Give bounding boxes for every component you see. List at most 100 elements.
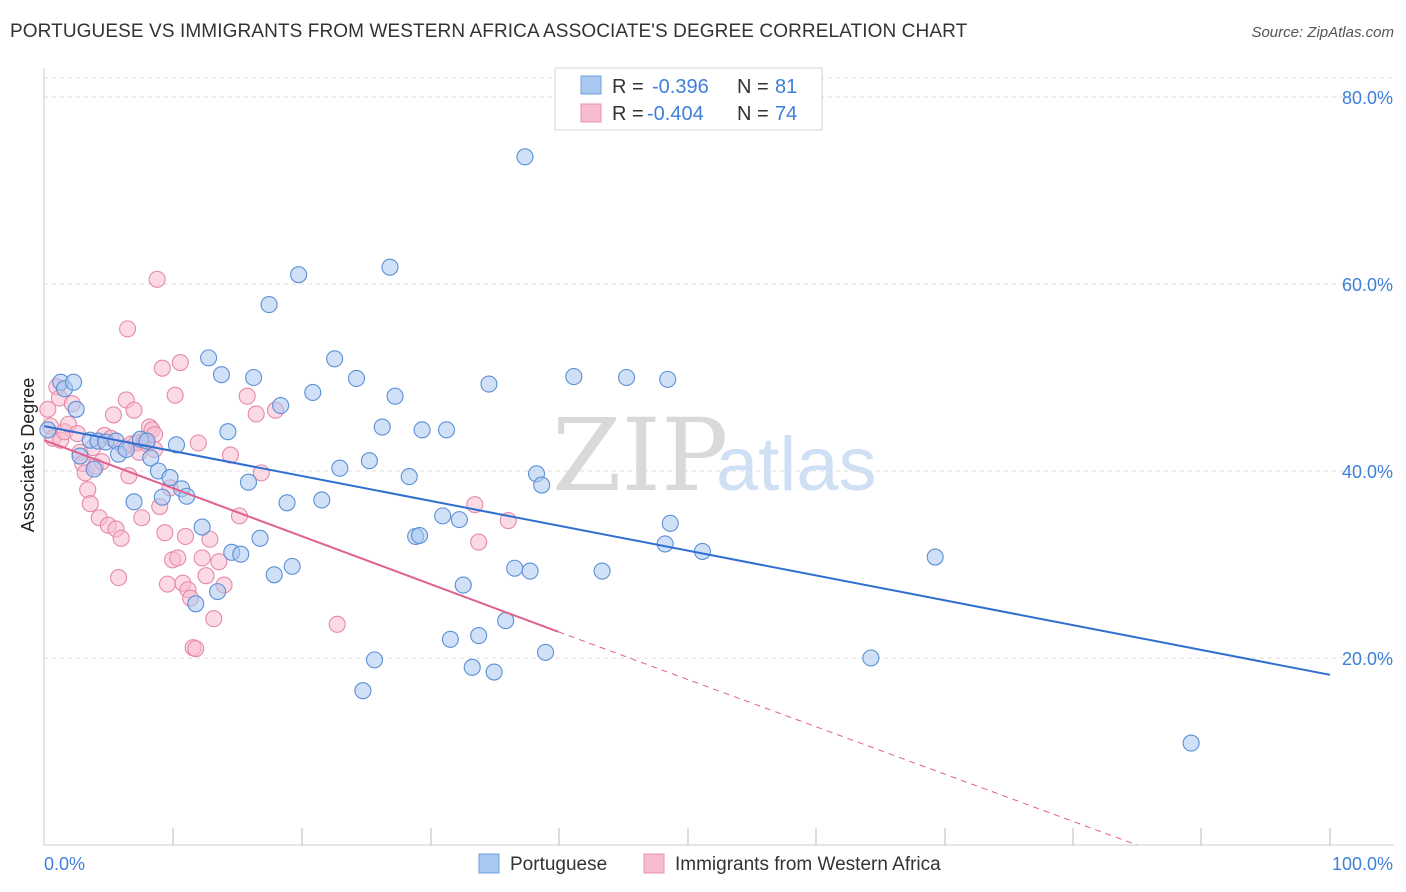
- point-portuguese: [232, 545, 250, 563]
- point-portuguese: [862, 649, 880, 667]
- point-portuguese: [354, 682, 372, 700]
- point-portuguese: [926, 548, 944, 566]
- trendline-portuguese: [43, 425, 1331, 676]
- y-tick-label: 80.0%: [1342, 88, 1393, 108]
- legend-n-label-1: N =: [737, 76, 769, 98]
- grid-layer: [44, 77, 1394, 659]
- point-western-africa: [205, 610, 223, 628]
- point-portuguese: [400, 468, 418, 486]
- legend-r-label-2: R =: [612, 103, 644, 125]
- legend-n-value-1: 81: [775, 76, 797, 98]
- point-portuguese: [656, 535, 674, 553]
- watermark-zip: ZIP: [552, 397, 728, 514]
- bottom-legend: Portuguese Immigrants from Western Afric…: [478, 853, 941, 875]
- point-portuguese: [434, 507, 452, 525]
- point-portuguese: [413, 421, 431, 439]
- point-portuguese: [219, 423, 237, 441]
- point-portuguese: [381, 258, 399, 276]
- point-western-africa: [125, 401, 143, 419]
- point-western-africa: [169, 549, 187, 567]
- point-portuguese: [521, 562, 539, 580]
- axes-layer: 20.0% 40.0% 60.0% 80.0% 0.0% 100.0%: [43, 68, 1394, 874]
- legend-n-label-2: N =: [737, 103, 769, 125]
- trendline-western-africa: [43, 439, 559, 633]
- point-portuguese: [437, 421, 456, 439]
- trendline-western-africa-extension: [558, 631, 1138, 846]
- point-portuguese: [618, 368, 636, 387]
- point-portuguese: [565, 368, 583, 386]
- point-portuguese: [365, 651, 384, 669]
- bottom-legend-label-portuguese: Portuguese: [510, 854, 607, 875]
- point-portuguese: [65, 373, 83, 391]
- point-western-africa: [187, 640, 205, 658]
- y-tick-label: 40.0%: [1342, 462, 1393, 482]
- point-portuguese: [516, 148, 534, 166]
- point-portuguese: [260, 296, 278, 314]
- legend-swatch-portuguese: [580, 75, 602, 95]
- point-western-africa: [193, 549, 211, 567]
- point-portuguese: [659, 370, 677, 388]
- point-portuguese: [272, 396, 290, 415]
- trend-layer: [43, 425, 1331, 846]
- point-portuguese: [331, 459, 349, 477]
- point-portuguese: [193, 518, 211, 536]
- point-portuguese: [661, 514, 679, 532]
- x-tick-label-max: 100.0%: [1332, 854, 1393, 874]
- point-western-africa: [201, 530, 219, 548]
- point-portuguese: [533, 476, 551, 494]
- point-western-africa: [133, 509, 151, 527]
- bottom-legend-swatch-portuguese: [478, 853, 500, 874]
- chart-source: Source: ZipAtlas.com: [1251, 24, 1394, 41]
- legend-r-value-1: -0.396: [652, 76, 709, 98]
- point-portuguese: [410, 526, 429, 545]
- point-portuguese: [454, 576, 472, 594]
- point-portuguese: [85, 460, 103, 478]
- point-western-africa: [171, 353, 189, 372]
- point-portuguese: [506, 559, 524, 577]
- point-western-africa: [247, 405, 265, 423]
- point-portuguese: [39, 421, 57, 439]
- x-tick-label-min: 0.0%: [44, 854, 85, 874]
- legend-r-label-1: R =: [612, 76, 644, 98]
- point-western-africa: [210, 553, 228, 571]
- point-portuguese: [290, 266, 308, 284]
- point-portuguese: [386, 387, 404, 405]
- point-portuguese: [326, 350, 344, 368]
- watermark-atlas: atlas: [716, 422, 877, 507]
- point-portuguese: [347, 369, 366, 387]
- point-portuguese: [450, 511, 468, 529]
- point-western-africa: [148, 270, 166, 288]
- point-western-africa: [110, 569, 128, 587]
- point-western-africa: [189, 434, 207, 452]
- y-tick-label: 60.0%: [1342, 275, 1393, 295]
- point-portuguese: [142, 449, 160, 467]
- point-western-africa: [158, 575, 177, 593]
- point-portuguese: [463, 658, 481, 676]
- point-portuguese: [485, 663, 503, 681]
- point-portuguese: [470, 627, 488, 645]
- bottom-legend-swatch-western-africa: [643, 853, 665, 874]
- points-layer: [39, 148, 1200, 752]
- point-portuguese: [373, 418, 391, 436]
- chart-title: PORTUGUESE VS IMMIGRANTS FROM WESTERN AF…: [10, 21, 968, 42]
- point-portuguese: [125, 493, 143, 511]
- legend: R = -0.396 N = 81 R = -0.404 N = 74: [554, 67, 823, 131]
- point-portuguese: [239, 473, 258, 491]
- point-portuguese: [187, 595, 205, 613]
- point-western-africa: [197, 567, 215, 585]
- point-western-africa: [81, 495, 99, 513]
- y-axis-title: Associate's Degree: [18, 378, 38, 533]
- point-portuguese: [161, 468, 179, 487]
- point-portuguese: [441, 630, 459, 648]
- point-portuguese: [1182, 734, 1200, 752]
- point-portuguese: [265, 566, 283, 584]
- point-western-africa: [39, 400, 57, 418]
- point-western-africa: [328, 615, 346, 633]
- point-portuguese: [209, 583, 227, 601]
- point-western-africa: [104, 406, 122, 424]
- point-western-africa: [112, 529, 130, 547]
- point-portuguese: [593, 562, 611, 580]
- point-western-africa: [176, 527, 195, 546]
- point-portuguese: [278, 494, 296, 512]
